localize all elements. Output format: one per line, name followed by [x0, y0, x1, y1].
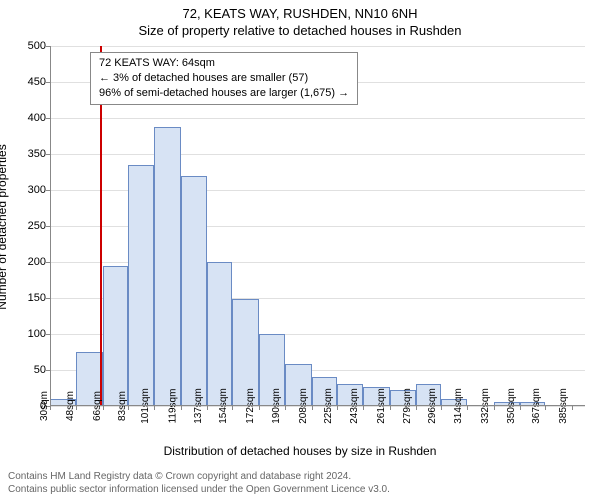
y-tick-label: 200: [28, 256, 50, 268]
x-tick-label: 190sqm: [267, 388, 282, 424]
footer-line-1: Contains HM Land Registry data © Crown c…: [8, 470, 390, 483]
histogram-bar: [154, 127, 180, 406]
x-tick-mark: [494, 406, 495, 410]
gridline: [50, 154, 585, 155]
x-tick-mark: [363, 406, 364, 410]
x-tick-mark: [259, 406, 260, 410]
x-tick-mark: [128, 406, 129, 410]
x-tick-label: 225sqm: [319, 388, 334, 424]
x-tick-label: 350sqm: [503, 388, 518, 424]
x-tick-label: 66sqm: [88, 391, 103, 421]
x-tick-mark: [572, 406, 573, 410]
footer-line-2: Contains public sector information licen…: [8, 483, 390, 496]
x-tick-label: 243sqm: [345, 388, 360, 424]
annotation-box: 72 KEATS WAY: 64sqm ← 3% of detached hou…: [90, 52, 358, 105]
x-tick-mark: [467, 406, 468, 410]
x-tick-mark: [232, 406, 233, 410]
x-tick-label: 83sqm: [113, 391, 128, 421]
y-tick-label: 400: [28, 112, 50, 124]
histogram-bar: [181, 176, 207, 406]
gridline: [50, 118, 585, 119]
x-tick-label: 30sqm: [35, 391, 50, 421]
x-tick-label: 332sqm: [476, 388, 491, 424]
x-tick-mark: [50, 406, 51, 410]
x-tick-label: 119sqm: [163, 389, 178, 424]
histogram-bar: [128, 165, 154, 406]
x-tick-mark: [207, 406, 208, 410]
annotation-line-3: 96% of semi-detached houses are larger (…: [99, 86, 349, 101]
x-tick-label: 172sqm: [241, 388, 256, 424]
x-tick-label: 367sqm: [528, 388, 543, 424]
y-tick-label: 350: [28, 148, 50, 160]
x-tick-label: 261sqm: [372, 388, 387, 424]
x-tick-mark: [285, 406, 286, 410]
y-tick-label: 500: [28, 40, 50, 52]
x-tick-mark: [441, 406, 442, 410]
x-tick-label: 154sqm: [214, 388, 229, 424]
annotation-line-2: ← 3% of detached houses are smaller (57): [99, 71, 349, 86]
y-tick-label: 450: [28, 76, 50, 88]
x-tick-mark: [416, 406, 417, 410]
y-tick-label: 50: [34, 364, 50, 376]
x-tick-label: 208sqm: [294, 388, 309, 424]
gridline: [50, 46, 585, 47]
x-tick-label: 314sqm: [450, 388, 465, 424]
x-tick-mark: [154, 406, 155, 410]
y-tick-label: 300: [28, 184, 50, 196]
chart: 05010015020025030035040045050030sqm48sqm…: [50, 46, 585, 406]
footer: Contains HM Land Registry data © Crown c…: [8, 470, 390, 496]
histogram-bar: [103, 266, 128, 406]
y-axis-line: [50, 46, 51, 406]
x-tick-label: 48sqm: [61, 391, 76, 421]
x-tick-label: 279sqm: [398, 388, 413, 424]
x-axis-label: Distribution of detached houses by size …: [0, 444, 600, 458]
y-axis-label: Number of detached properties: [0, 144, 9, 309]
x-tick-label: 296sqm: [423, 388, 438, 424]
annotation-line-1: 72 KEATS WAY: 64sqm: [99, 56, 349, 71]
page-title: 72, KEATS WAY, RUSHDEN, NN10 6NH: [0, 0, 600, 23]
x-tick-mark: [545, 406, 546, 410]
y-tick-label: 100: [28, 328, 50, 340]
chart-subtitle: Size of property relative to detached ho…: [0, 23, 600, 44]
x-axis-line: [50, 405, 585, 406]
x-tick-mark: [181, 406, 182, 410]
x-tick-mark: [76, 406, 77, 410]
x-tick-mark: [390, 406, 391, 410]
y-tick-label: 150: [28, 292, 50, 304]
x-tick-label: 101sqm: [137, 388, 152, 424]
x-tick-mark: [103, 406, 104, 410]
histogram-bar: [207, 262, 232, 406]
x-tick-label: 137sqm: [189, 388, 204, 424]
x-tick-label: 385sqm: [554, 388, 569, 424]
x-tick-mark: [312, 406, 313, 410]
y-tick-label: 250: [28, 220, 50, 232]
x-tick-mark: [520, 406, 521, 410]
x-tick-mark: [337, 406, 338, 410]
